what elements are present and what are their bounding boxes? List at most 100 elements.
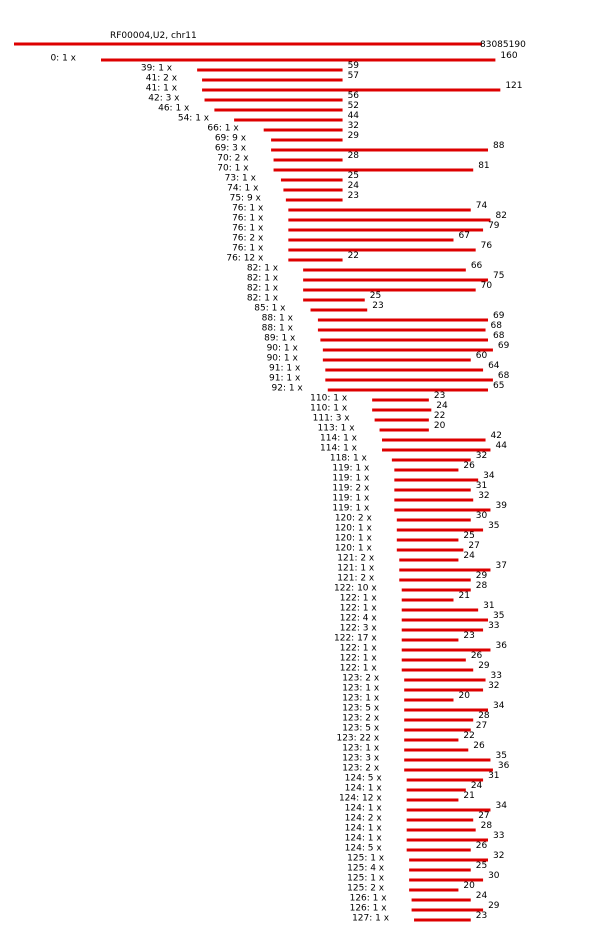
read-start-count-label: 123: 5 x <box>342 704 380 714</box>
read-length-label: 24 <box>463 551 475 561</box>
read-start-count-label: 91: 1 x <box>269 374 301 384</box>
read-length-label: 69 <box>493 311 505 321</box>
read-start-count-label: 121: 2 x <box>337 574 375 584</box>
read-row: 76: 2 x 67 <box>232 231 470 244</box>
read-start-count-label: 124: 2 x <box>345 814 383 824</box>
read-length-label: 27 <box>468 541 479 551</box>
read-start-count-label: 41: 1 x <box>146 84 178 94</box>
read-row: 125: 1 x 30 <box>347 871 500 884</box>
read-start-count-label: 39: 1 x <box>141 64 173 74</box>
read-row: 126: 1 x 24 <box>350 891 488 904</box>
read-row: 124: 12 x 21 <box>339 791 475 804</box>
read-length-label: 23 <box>463 631 474 641</box>
read-start-count-label: 122: 10 x <box>334 584 377 594</box>
read-row: 46: 1 x 52 <box>158 101 359 114</box>
read-row: 76: 12 x 22 <box>226 251 359 264</box>
read-start-count-label: 127: 1 x <box>352 914 390 924</box>
read-length-label: 25 <box>463 531 474 541</box>
read-length-label: 65 <box>493 381 504 391</box>
read-start-count-label: 90: 1 x <box>267 354 299 364</box>
read-start-count-label: 124: 5 x <box>345 774 383 784</box>
read-row: 122: 17 x 23 <box>334 631 475 644</box>
read-length-label: 22 <box>348 251 359 261</box>
read-row: 120: 2 x 30 <box>335 511 488 524</box>
read-length-label: 44 <box>495 441 507 451</box>
read-start-count-label: 122: 17 x <box>334 634 377 644</box>
read-length-label: 24 <box>476 891 488 901</box>
read-start-count-label: 123: 3 x <box>342 754 380 764</box>
read-length-label: 44 <box>348 111 360 121</box>
read-length-label: 35 <box>495 751 506 761</box>
read-row: 74: 1 x 24 <box>227 181 359 194</box>
read-start-count-label: 90: 1 x <box>267 344 299 354</box>
read-row: 88: 1 x 68 <box>262 321 503 334</box>
read-row: 89: 1 x 68 <box>264 331 505 344</box>
read-row: 90: 1 x 60 <box>267 351 488 364</box>
read-length-label: 59 <box>348 61 360 71</box>
read-start-count-label: 123: 5 x <box>342 724 380 734</box>
read-start-count-label: 76: 1 x <box>232 204 264 214</box>
read-length-label: 23 <box>348 191 359 201</box>
read-row: 126: 1 x 29 <box>350 901 500 914</box>
read-start-count-label: 124: 1 x <box>345 804 383 814</box>
read-row: 121: 1 x 37 <box>337 561 507 574</box>
read-length-label: 28 <box>478 711 490 721</box>
read-length-label: 121 <box>505 81 522 91</box>
read-start-count-label: 82: 1 x <box>247 294 279 304</box>
read-row: 123: 2 x 33 <box>342 671 502 684</box>
read-row: 123: 2 x 36 <box>342 761 509 774</box>
read-length-label: 29 <box>488 901 500 911</box>
read-row: 124: 1 x 28 <box>345 821 493 834</box>
read-length-label: 23 <box>476 911 487 921</box>
read-length-label: 32 <box>348 121 359 131</box>
read-start-count-label: 82: 1 x <box>247 284 279 294</box>
read-length-label: 35 <box>488 521 499 531</box>
read-length-label: 36 <box>498 761 510 771</box>
read-row: 122: 1 x 26 <box>340 651 483 664</box>
read-row: 82: 1 x 66 <box>247 261 483 274</box>
read-row: 76: 1 x 79 <box>232 221 500 234</box>
read-row: 114: 1 x 44 <box>320 441 507 454</box>
read-start-count-label: 122: 4 x <box>340 614 378 624</box>
read-start-count-label: 74: 1 x <box>227 184 259 194</box>
read-start-count-label: 46: 1 x <box>158 104 190 114</box>
read-length-label: 88 <box>493 141 505 151</box>
read-row: 66: 1 x 32 <box>207 121 359 134</box>
read-length-label: 32 <box>488 681 499 691</box>
read-length-label: 26 <box>471 651 483 661</box>
read-length-label: 34 <box>493 701 505 711</box>
read-row: 41: 2 x 57 <box>146 71 359 84</box>
read-row: 123: 5 x 27 <box>342 721 487 734</box>
read-length-label: 23 <box>434 391 445 401</box>
read-length-label: 33 <box>488 621 499 631</box>
read-length-label: 36 <box>495 641 507 651</box>
read-start-count-label: 119: 2 x <box>332 484 370 494</box>
read-length-label: 69 <box>498 341 510 351</box>
read-start-count-label: 54: 1 x <box>178 114 210 124</box>
read-start-count-label: 123: 2 x <box>342 674 380 684</box>
read-length-label: 82 <box>495 211 506 221</box>
read-start-count-label: 122: 1 x <box>340 654 378 664</box>
read-length-label: 29 <box>476 571 488 581</box>
read-start-count-label: 76: 2 x <box>232 234 264 244</box>
read-row: 119: 1 x 39 <box>332 501 507 514</box>
read-row: 122: 4 x 35 <box>340 611 505 624</box>
read-length-label: 30 <box>488 871 500 881</box>
read-start-count-label: 123: 1 x <box>342 684 380 694</box>
read-start-count-label: 123: 22 x <box>336 734 379 744</box>
read-length-label: 20 <box>458 691 470 701</box>
read-row: 122: 3 x 33 <box>340 621 500 634</box>
read-start-count-label: 85: 1 x <box>254 304 286 314</box>
read-length-label: 26 <box>473 741 485 751</box>
read-start-count-label: 124: 1 x <box>345 834 383 844</box>
read-length-label: 27 <box>476 721 487 731</box>
read-length-label: 25 <box>370 291 381 301</box>
read-start-count-label: 88: 1 x <box>262 324 294 334</box>
read-start-count-label: 121: 2 x <box>337 554 375 564</box>
read-start-count-label: 119: 1 x <box>332 504 370 514</box>
read-length-label: 33 <box>493 831 504 841</box>
read-length-label: 76 <box>481 241 493 251</box>
read-length-label: 24 <box>471 781 483 791</box>
read-start-count-label: 120: 1 x <box>335 544 373 554</box>
read-length-label: 32 <box>476 451 487 461</box>
